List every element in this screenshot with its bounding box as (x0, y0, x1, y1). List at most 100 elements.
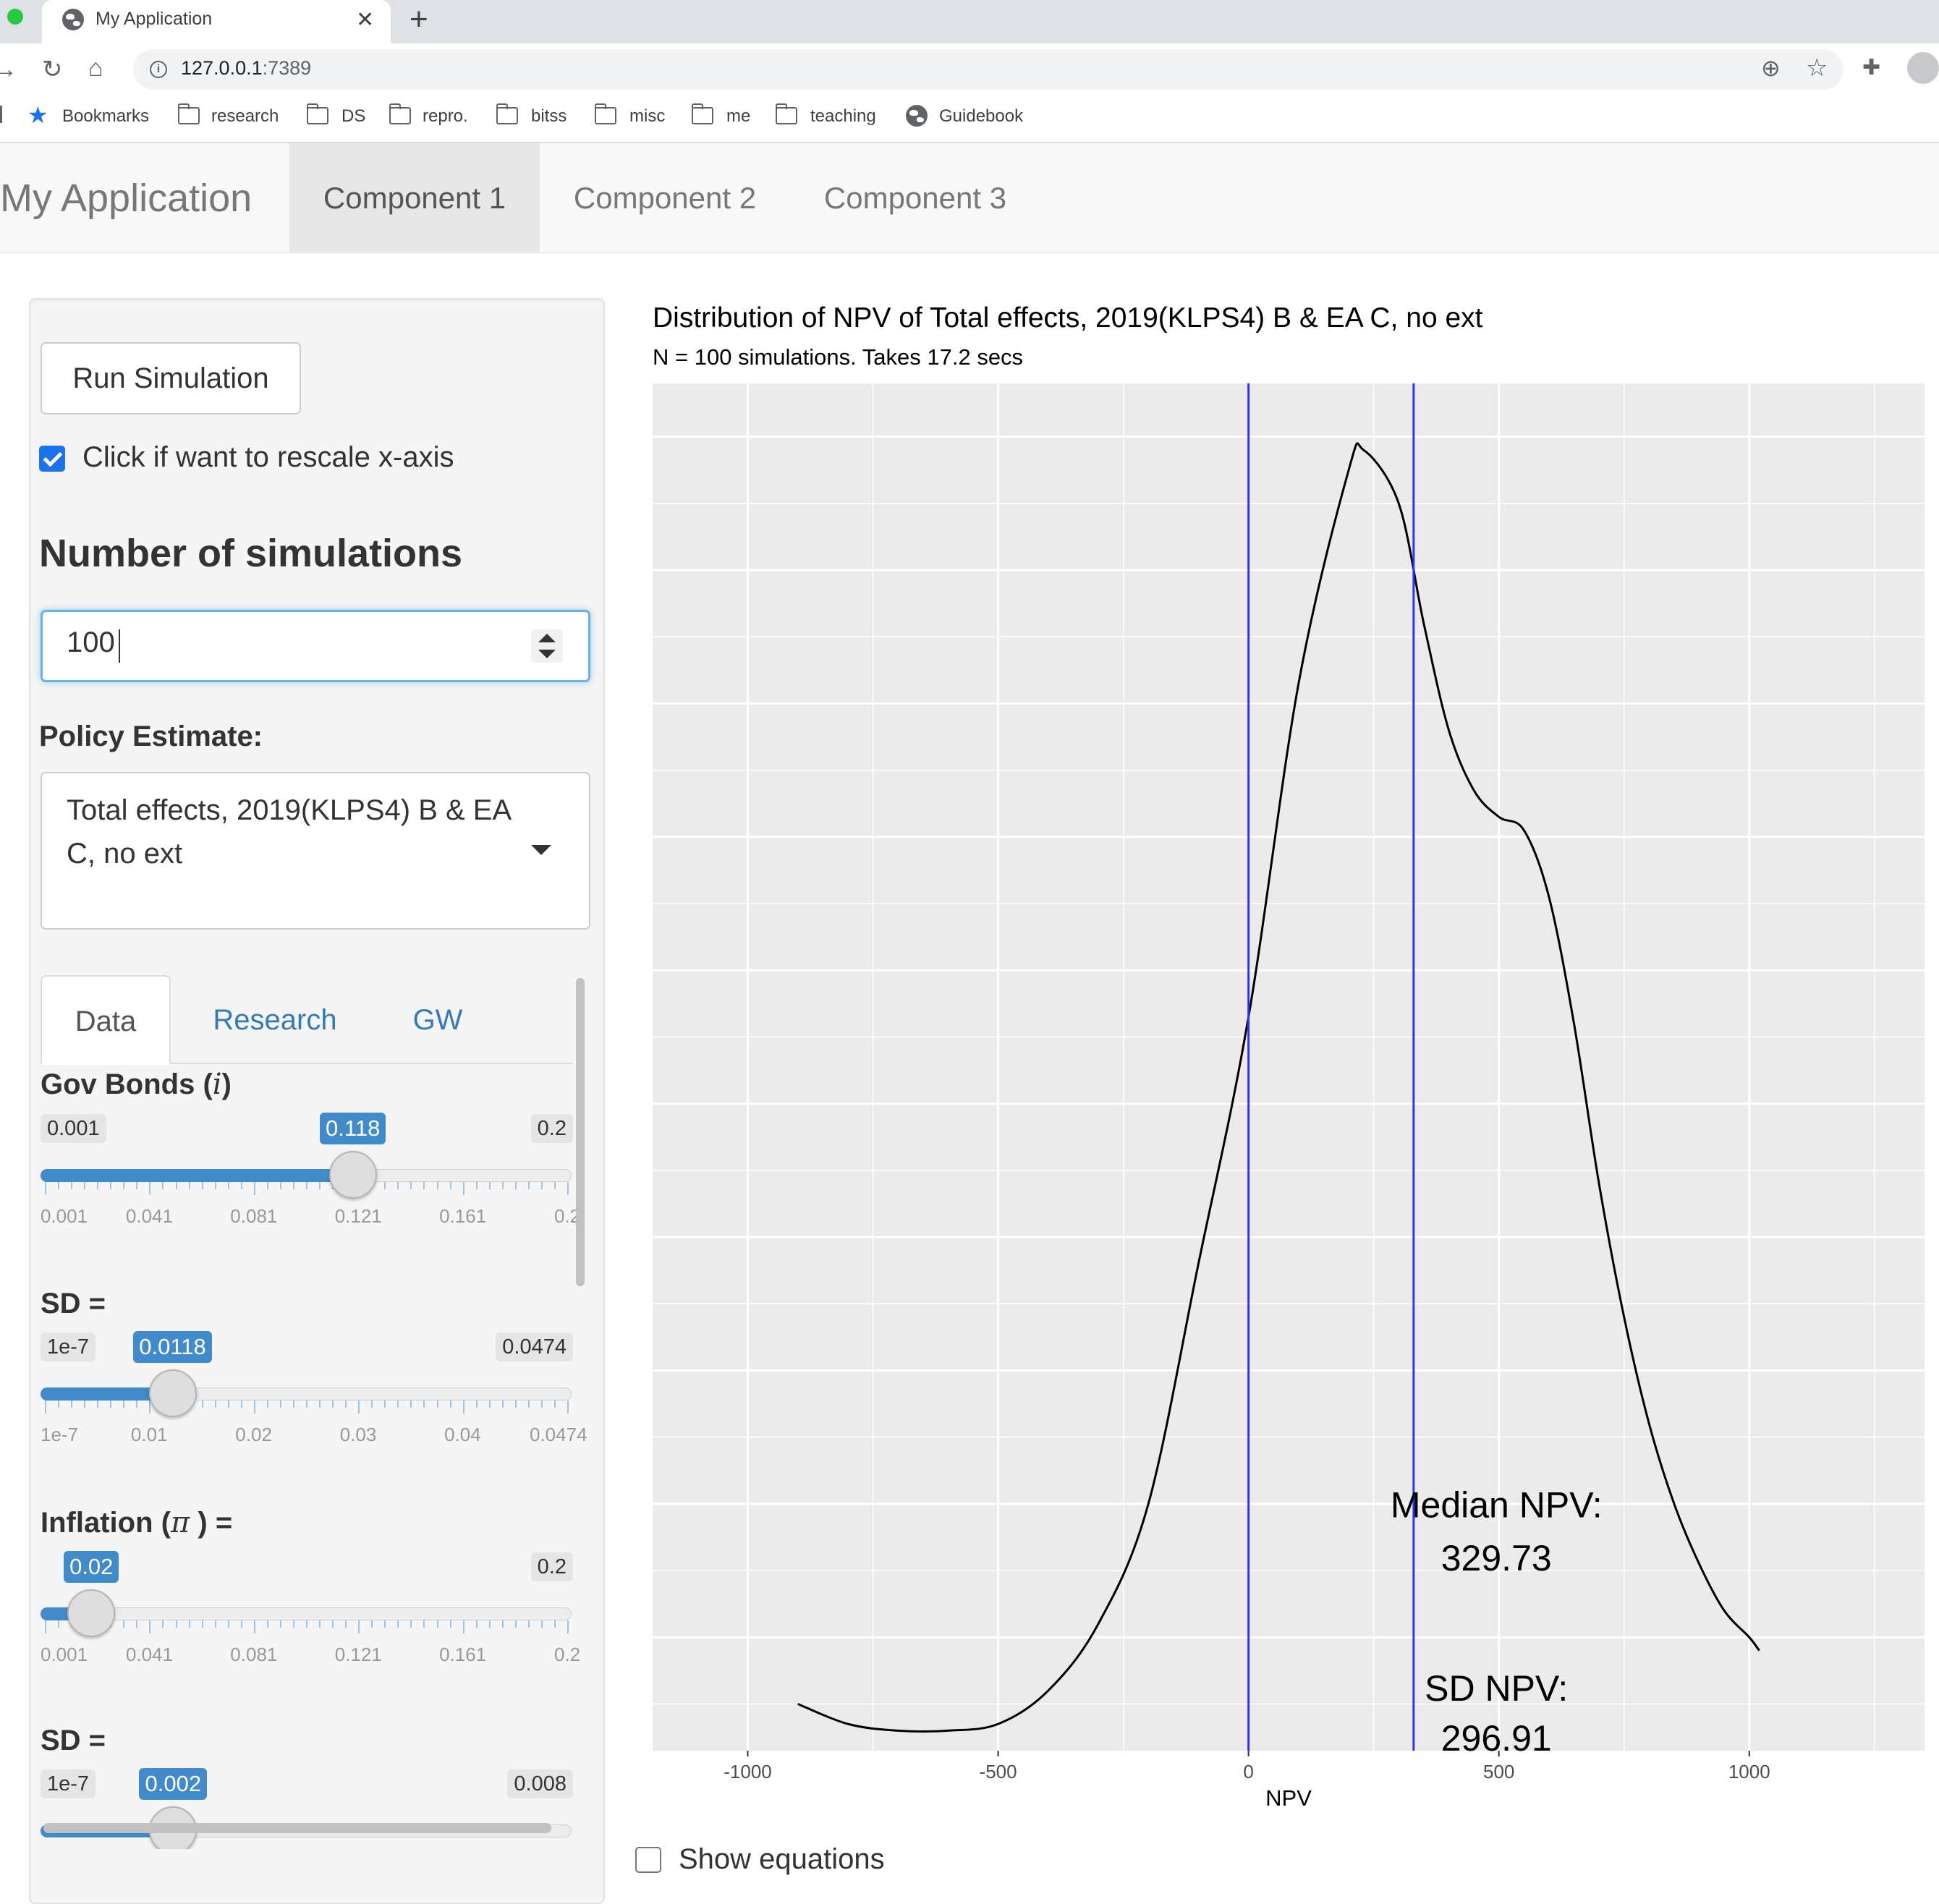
new-tab-icon[interactable]: + (410, 1, 428, 37)
slider-tick (410, 1182, 412, 1189)
slider-max-badge: 0.008 (507, 1769, 573, 1798)
slider-tick (488, 1620, 491, 1628)
globe-icon (62, 9, 84, 30)
bookmark-bitss[interactable]: bitss (531, 106, 567, 126)
slider-tick-label: 0.2 (554, 1644, 581, 1665)
slider-handle[interactable] (328, 1151, 377, 1199)
slider-tick (462, 1401, 464, 1414)
forward-icon[interactable]: → (0, 56, 17, 83)
horizontal-scrollbar[interactable] (43, 1823, 551, 1833)
tab-component-3[interactable]: Component 3 (823, 181, 1007, 215)
reload-icon[interactable]: ↻ (42, 56, 63, 83)
address-bar[interactable] (133, 49, 1843, 90)
slider-tick (371, 1401, 373, 1408)
number-stepper[interactable] (531, 629, 563, 663)
slider-tick (501, 1182, 504, 1189)
slider-tick-label: 0.001 (41, 1644, 88, 1665)
slider-tick (384, 1182, 386, 1189)
slider-tick (149, 1620, 151, 1633)
bookmark-ds[interactable]: DS (341, 106, 366, 126)
slider-tick (410, 1620, 412, 1628)
window-maximize-button[interactable] (7, 9, 23, 25)
slider-tick (436, 1401, 438, 1408)
slider-tick (214, 1182, 216, 1189)
folder-icon (595, 103, 616, 124)
slider-tick (384, 1620, 386, 1628)
tab-data[interactable]: Data (41, 975, 171, 1065)
slider-tick (462, 1182, 464, 1195)
rescale-checkbox[interactable] (39, 446, 65, 472)
bookmark-guidebook[interactable]: Guidebook (939, 106, 1024, 126)
policy-estimate-value[interactable]: Total effects, 2019(KLPS4) B & EA C, no … (67, 794, 510, 870)
bookmark-me[interactable]: me (726, 106, 751, 126)
slider-tick (514, 1182, 517, 1189)
slider-min-badge: 1e-7 (41, 1769, 96, 1798)
folder-icon (178, 103, 200, 124)
close-icon[interactable]: ✕ (356, 8, 375, 32)
slider-tick-label: 0.0474 (530, 1424, 587, 1445)
slider-tick (162, 1620, 164, 1628)
slider-tick (345, 1620, 347, 1628)
info-icon[interactable]: i (150, 61, 167, 78)
slider-tick (292, 1620, 294, 1628)
tab-component-2[interactable]: Component 2 (573, 181, 757, 215)
chevron-down-icon[interactable] (531, 845, 551, 855)
home-icon[interactable]: ⌂ (88, 54, 103, 82)
slider-tick (214, 1620, 216, 1628)
bookmark-repro[interactable]: repro. (423, 106, 468, 126)
run-simulation-button[interactable]: Run Simulation (41, 342, 301, 415)
num-sims-input[interactable] (41, 610, 590, 682)
slider-tick (345, 1401, 347, 1408)
slider-track[interactable] (41, 1607, 572, 1620)
num-sims-value[interactable]: 100 (67, 626, 115, 658)
slider-tick (253, 1401, 255, 1414)
slider-tick (279, 1401, 281, 1408)
star-icon[interactable]: ☆ (1806, 54, 1828, 82)
slider-handle[interactable] (67, 1589, 116, 1637)
chart-title: Distribution of NPV of Total effects, 20… (653, 302, 1483, 333)
slider-tick-label: 0.121 (334, 1205, 382, 1227)
slider-tick (567, 1401, 569, 1414)
slider-fill (41, 1387, 173, 1401)
slider-tick (136, 1182, 138, 1189)
slider-tick (97, 1401, 99, 1408)
bookmark-research[interactable]: research (211, 106, 279, 126)
slider-tick (227, 1620, 229, 1628)
bookmarks-overflow-icon[interactable] (0, 106, 2, 123)
tab-component-1[interactable]: Component 1 (289, 143, 540, 253)
zoom-icon[interactable]: ⊕ (1761, 55, 1781, 81)
extensions-icon[interactable]: ✚ (1862, 56, 1881, 80)
tab-gw[interactable]: GW (412, 1004, 463, 1036)
slider-tick (240, 1401, 242, 1408)
slider-tick (58, 1182, 60, 1189)
rescale-label: Click if want to rescale x-axis (82, 441, 454, 473)
slider-value-badge: 0.118 (320, 1113, 386, 1144)
vertical-scrollbar[interactable] (576, 978, 585, 1286)
slider-tick (175, 1620, 177, 1628)
inflation-sd-label: SD = (41, 1725, 106, 1756)
show-equations-checkbox[interactable] (635, 1847, 661, 1873)
policy-estimate-select[interactable] (41, 772, 590, 930)
slider-tick (71, 1182, 73, 1189)
x-tick-label: -500 (980, 1761, 1017, 1782)
slider-tick (371, 1620, 373, 1628)
slider-handle[interactable] (148, 1369, 197, 1417)
slider-tick (449, 1401, 451, 1408)
slider-tick (397, 1620, 399, 1628)
bookmark-misc[interactable]: misc (629, 106, 666, 126)
chart-subtitle: N = 100 simulations. Takes 17.2 secs (653, 344, 1024, 370)
bookmark-teaching[interactable]: teaching (810, 106, 876, 126)
browser-tab[interactable] (42, 0, 391, 43)
slider-tick (58, 1401, 60, 1408)
slider-min-badge: 1e-7 (41, 1333, 96, 1361)
address-bar-url[interactable]: 127.0.0.1:7389 (181, 57, 312, 79)
slider-tick (449, 1182, 451, 1189)
tab-research[interactable]: Research (213, 1004, 337, 1036)
bookmark-bookmarks[interactable]: Bookmarks (62, 106, 150, 126)
slider-tick-label: 0.081 (230, 1205, 278, 1227)
slider-tick (567, 1620, 569, 1633)
folder-icon (389, 103, 411, 124)
profile-avatar[interactable] (1907, 52, 1939, 84)
x-tick-label: -1000 (724, 1761, 772, 1782)
npv-density-plot: Median NPV: 329.73 SD NPV: 296.91 -1000 -500 0… (653, 383, 1925, 1811)
